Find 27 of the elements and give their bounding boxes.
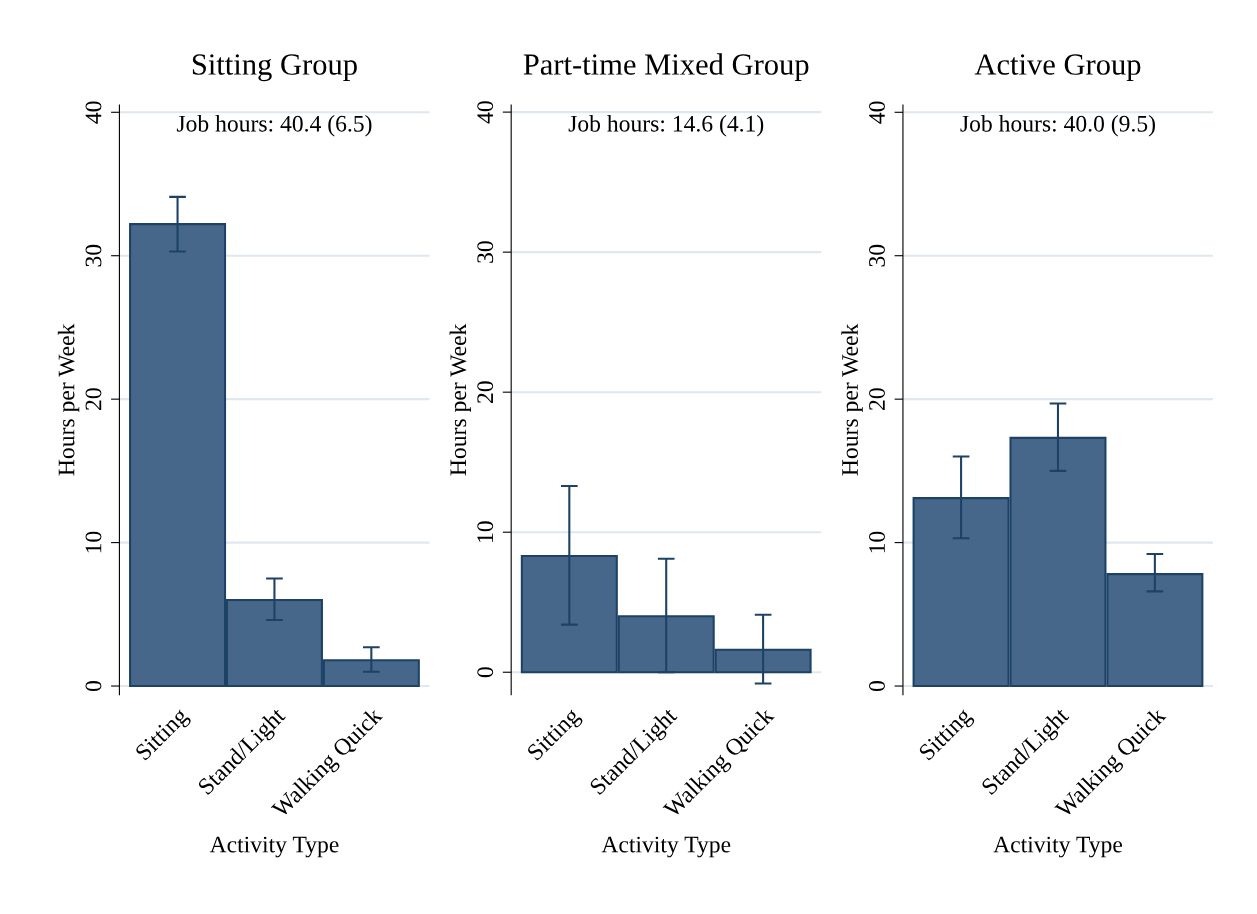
y-tick-label: 0 (869, 681, 885, 692)
x-axis-title: Activity Type (601, 836, 731, 858)
annotation: Job hours: 40.0 (9.5) (960, 115, 1155, 137)
y-tick-label: 20 (869, 388, 885, 410)
y-tick-label: 40 (869, 101, 885, 124)
annotation: Job hours: 40.4 (6.5) (176, 115, 372, 137)
chart-title: Sitting Group (192, 54, 357, 82)
y-tick-label: 40 (85, 101, 102, 124)
y-tick-label: 30 (477, 241, 494, 263)
y-axis-title: Hours per Week (57, 323, 80, 476)
y-axis-title: Hours per Week (841, 323, 863, 476)
y-tick-label: 0 (85, 681, 102, 692)
y-tick-label: 10 (477, 521, 494, 542)
y-axis-title: Hours per Week (449, 323, 472, 476)
annotation: Job hours: 14.6 (4.1) (568, 115, 764, 137)
x-axis-title: Activity Type (209, 836, 339, 858)
y-tick-label: 20 (477, 381, 494, 403)
chart-title: Part-time Mixed Group (523, 53, 809, 82)
y-tick-label: 20 (85, 388, 102, 410)
y-tick-label: 0 (477, 667, 494, 678)
y-tick-label: 40 (477, 101, 494, 124)
y-tick-label: 30 (869, 244, 885, 267)
chart-title: Active Group (974, 54, 1141, 82)
x-axis-title: Activity Type (993, 836, 1123, 858)
y-tick-label: 30 (85, 244, 102, 267)
y-tick-label: 10 (85, 531, 102, 553)
y-tick-label: 10 (869, 531, 885, 553)
